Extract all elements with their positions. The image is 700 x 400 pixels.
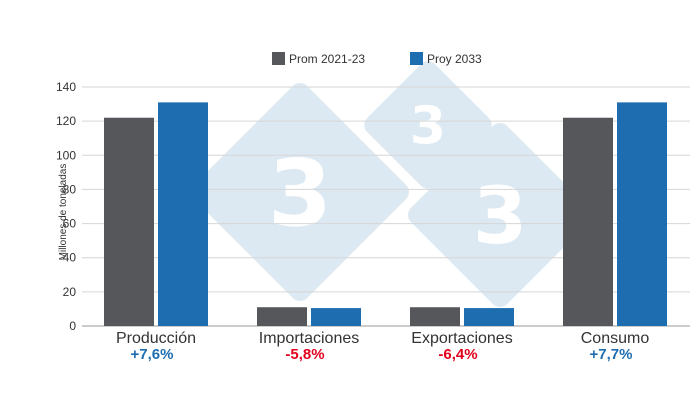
y-axis-ticks: 0 20 40 60 80 100 120 140 — [56, 80, 76, 333]
legend-swatch — [272, 52, 285, 65]
legend: Prom 2021-23 Proy 2033 — [272, 52, 482, 66]
x-category-label: Importaciones — [259, 330, 360, 347]
y-tick-label: 20 — [63, 285, 77, 299]
y-axis-title: Millones de toneladas — [58, 164, 69, 261]
x-category-label: Exportaciones — [411, 330, 512, 347]
bar-proy-2 — [464, 308, 514, 326]
bar-proy-0 — [158, 102, 208, 326]
svg-text:3: 3 — [268, 140, 332, 247]
y-tick-label: 0 — [69, 319, 76, 333]
y-tick-label: 100 — [56, 148, 76, 162]
legend-swatch — [410, 52, 423, 65]
bar-prom-3 — [563, 117, 613, 326]
legend-item[interactable]: Proy 2033 — [410, 52, 482, 66]
change-annotation: -5,8% — [285, 346, 324, 363]
svg-text:3: 3 — [410, 97, 446, 157]
bar-prom-2 — [410, 307, 460, 326]
legend-label: Prom 2021-23 — [289, 52, 365, 66]
legend-label: Proy 2033 — [427, 52, 482, 66]
bars — [104, 102, 667, 326]
svg-text:3: 3 — [473, 172, 527, 262]
watermark-diamond: 3 — [407, 122, 593, 308]
x-category-label: Producción — [116, 330, 196, 347]
bar-proy-3 — [617, 102, 667, 326]
watermark-logo: 333 — [191, 61, 593, 308]
x-category-label: Consumo — [581, 330, 650, 347]
y-tick-label: 140 — [56, 80, 76, 94]
change-annotation: +7,7% — [590, 346, 633, 363]
change-annotation: -6,4% — [438, 346, 477, 363]
y-tick-label: 60 — [63, 217, 77, 231]
bar-prom-1 — [257, 307, 307, 326]
y-tick-label: 120 — [56, 114, 76, 128]
bar-prom-0 — [104, 117, 154, 326]
y-tick-label: 80 — [63, 182, 77, 196]
watermark-diamond: 3 — [191, 83, 409, 301]
watermark-diamond: 3 — [364, 61, 492, 189]
x-axis-labels: Producción+7,6% Importaciones-5,8% Exporta… — [116, 330, 649, 363]
bar-proy-1 — [311, 308, 361, 326]
change-annotation: +7,6% — [131, 346, 174, 363]
legend-item[interactable]: Prom 2021-23 — [272, 52, 365, 66]
y-tick-label: 40 — [63, 251, 77, 265]
